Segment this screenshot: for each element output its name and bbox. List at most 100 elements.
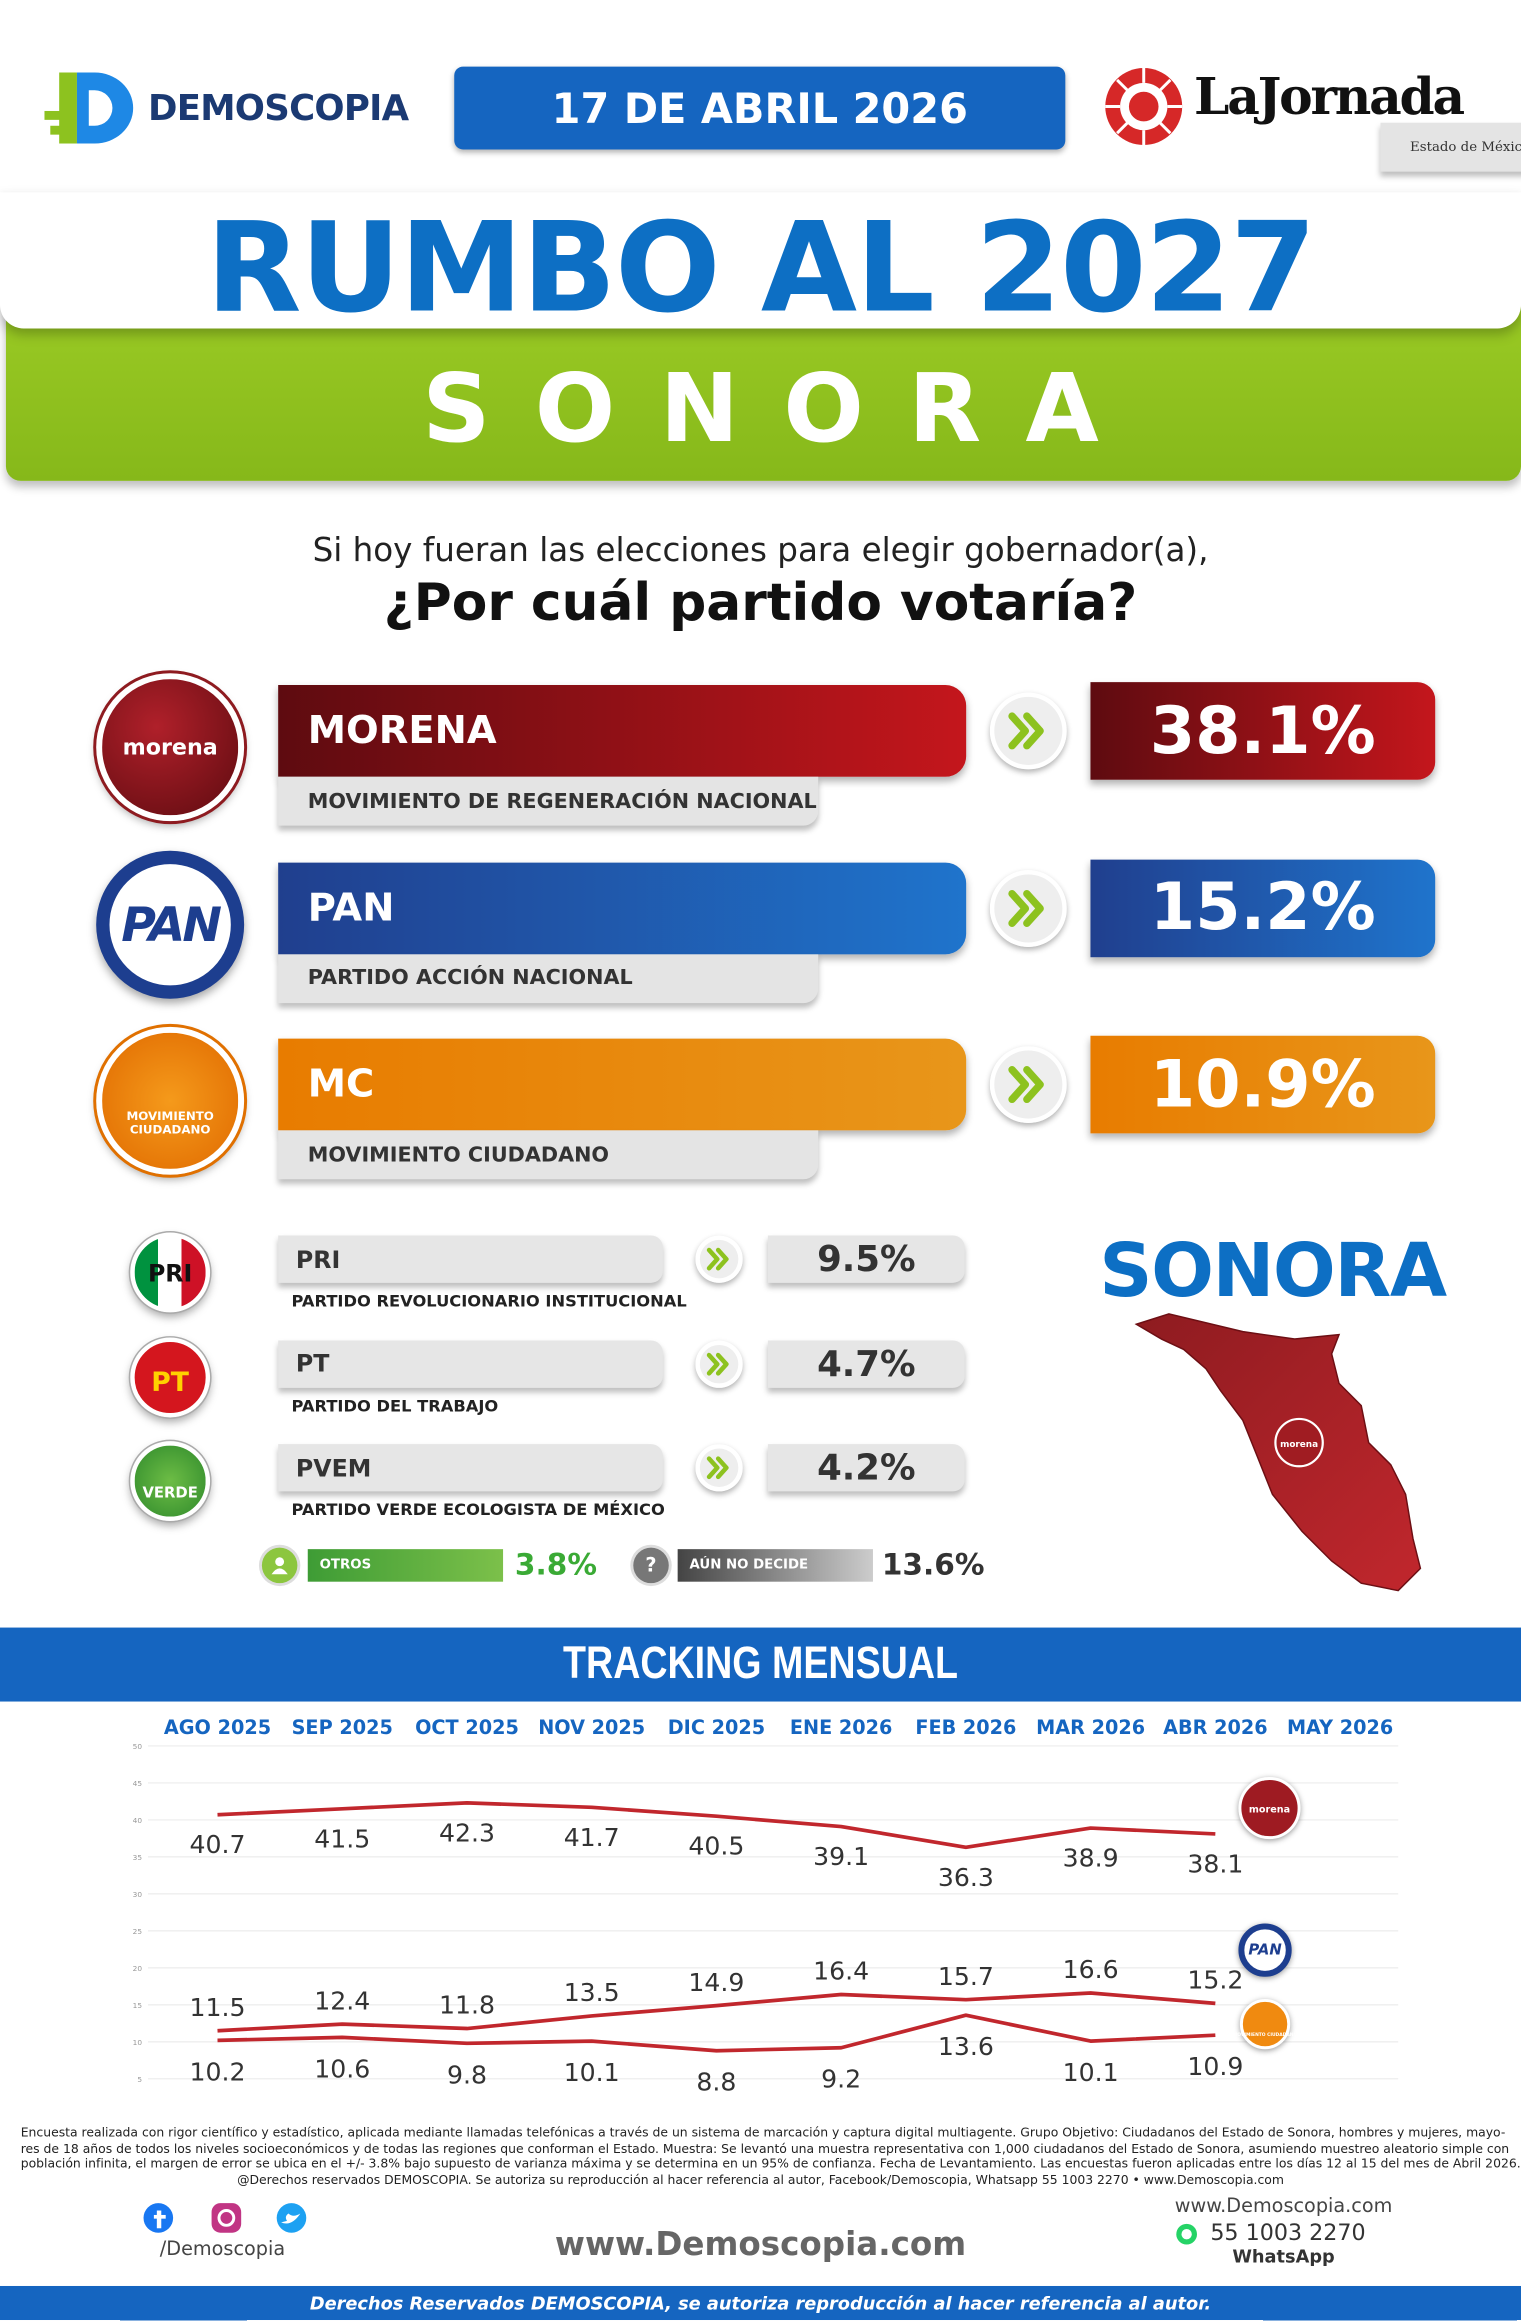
map-logo [1274,1417,1324,1468]
undecided-bar: AÚN NO DECIDE [677,1549,873,1582]
date-box: 17 DE ABRIL 2026 [454,66,1066,150]
minor-party-subtitle: PARTIDO VERDE ECOLOGISTA DE MÉXICO [291,1500,665,1520]
minor-party-logo: PT [128,1335,212,1419]
data-label: 13.6 [938,2032,994,2061]
map-logo-text: morena [1280,1440,1318,1450]
arrow-glyph [706,1456,729,1480]
data-label: 10.1 [564,2058,620,2087]
minor-party-value: 4.7% [767,1339,965,1388]
minor-party-row: VERDE PVEM PARTIDO VERDE ECOLOGISTA DE MÉX… [0,1439,1521,1524]
y-tick-label: 10 [133,2038,143,2047]
data-label: 42.3 [439,1818,495,1847]
phone: 55 1003 2270 [1210,2219,1366,2247]
others-icon [261,1547,298,1584]
brand-name: DEMOSCOPIA [147,87,409,129]
x-tick-label: NOV 2025 [538,1716,645,1739]
chevron [706,1352,729,1375]
map-title: SONORA [1099,1228,1447,1314]
data-label: 38.9 [1063,1844,1119,1873]
data-label: 9.2 [821,2065,861,2094]
y-tick-label: 15 [133,2001,143,2010]
minor-party-logo-text: VERDE [142,1484,198,1502]
methodology-notes: Encuesta realizada con rigor científico … [21,2125,1521,2187]
data-label: 10.6 [314,2054,370,2083]
data-label: 40.5 [688,1832,744,1861]
data-label: 14.9 [688,1968,744,1997]
series-line [217,2013,1216,2053]
data-label: 9.8 [447,2060,487,2089]
chevron [1008,1066,1044,1104]
party-logo-text: MOVIMIENTO CIUDADANO [126,1109,214,1137]
data-label: 15.7 [938,1962,994,1991]
question-line: Si hoy fueran las elecciones para elegir… [312,532,1209,570]
minor-party-bar: PT [278,1339,663,1388]
y-tick-label: 5 [137,2075,142,2084]
minor-party-logo: VERDE [128,1439,212,1523]
partner-icon [1105,68,1183,146]
party-subtitle: MOVIMIENTO DE REGENERACIÓN NACIONAL [278,776,819,826]
undecided-icon: ? [633,1547,669,1584]
title-band [0,192,1521,329]
party-logo-text: morena [122,733,218,761]
minor-party-value: 4.2% [767,1444,965,1492]
data-label: 41.5 [314,1824,370,1853]
data-label: 36.3 [938,1863,994,1892]
party-row: MOVIMIENTO CIUDADANO MC MOVIMIENTO CIUDADA… [0,1023,1521,1187]
note-line: @Derechos reservados DEMOSCOPIA. Se auto… [237,2171,1284,2187]
data-label: 16.6 [1063,1955,1119,1984]
party-bar: PAN [278,861,967,954]
legend-logo [1238,1776,1301,1840]
y-tick-label: 20 [133,1964,143,1973]
whatsapp-icon [1176,2223,1197,2245]
contact-site: www.Demoscopia.com [1174,2195,1393,2218]
arrow-icon [989,869,1067,947]
party-value: 15.2% [1090,858,1436,957]
partner-name: LaJornada [1194,68,1465,128]
tracking-band [0,1627,1521,1702]
legend-label: PAN [1248,1942,1282,1959]
data-label: 39.1 [813,1842,869,1871]
party-bar: MORENA [278,685,967,777]
brand-icon [44,72,134,144]
data-label: 11.5 [190,1993,246,2022]
data-label: 41.7 [564,1823,620,1852]
party-logo-text: PAN [121,895,222,953]
data-label: 40.7 [190,1830,246,1859]
y-tick-label: 45 [133,1779,143,1788]
person-glyph [271,1557,288,1575]
arrow-icon [989,692,1067,770]
data-label: 8.8 [696,2068,736,2097]
data-label: 38.1 [1187,1849,1243,1878]
arrow-glyph [706,1247,729,1271]
arrow-icon [989,1046,1067,1124]
y-tick-label: 40 [133,1816,143,1825]
data-label: 16.4 [813,1957,869,1986]
tracking-title: TRACKING MENSUAL [563,1636,958,1689]
x-tick-label: ABR 2026 [1163,1716,1268,1739]
data-label: 13.5 [564,1978,620,2007]
data-label: 11.8 [439,1991,495,2020]
minor-party-logo-text: PT [151,1367,189,1399]
arrow-icon [695,1444,743,1492]
minor-party-subtitle: PARTIDO DEL TRABAJO [291,1396,499,1416]
minor-party-bar: PRI [278,1235,663,1283]
arrow-glyph [1008,1066,1044,1104]
series-line [217,1801,1216,1850]
x-tick-label: FEB 2026 [915,1716,1016,1739]
x-tick-label: AGO 2025 [164,1716,271,1739]
person-body [271,1568,288,1575]
data-label: 15.2 [1187,1966,1243,1995]
x-tick-label: DIC 2025 [668,1716,765,1739]
party-logo: morena [93,670,248,825]
arrow-glyph [1008,712,1044,750]
others-bar: OTROS [307,1549,504,1582]
party-subtitle: PARTIDO ACCIÓN NACIONAL [278,953,819,1003]
minor-party-logo: PRI [128,1231,212,1314]
person-head [275,1557,285,1567]
social-handle: /Demoscopia [159,2238,286,2261]
data-label: 10.9 [1187,2052,1243,2081]
minor-party-row: PT PT PARTIDO DEL TRABAJO 4.7% [0,1335,1521,1420]
x-tick-label: ENE 2026 [790,1716,893,1739]
party-value: 10.9% [1090,1035,1436,1134]
